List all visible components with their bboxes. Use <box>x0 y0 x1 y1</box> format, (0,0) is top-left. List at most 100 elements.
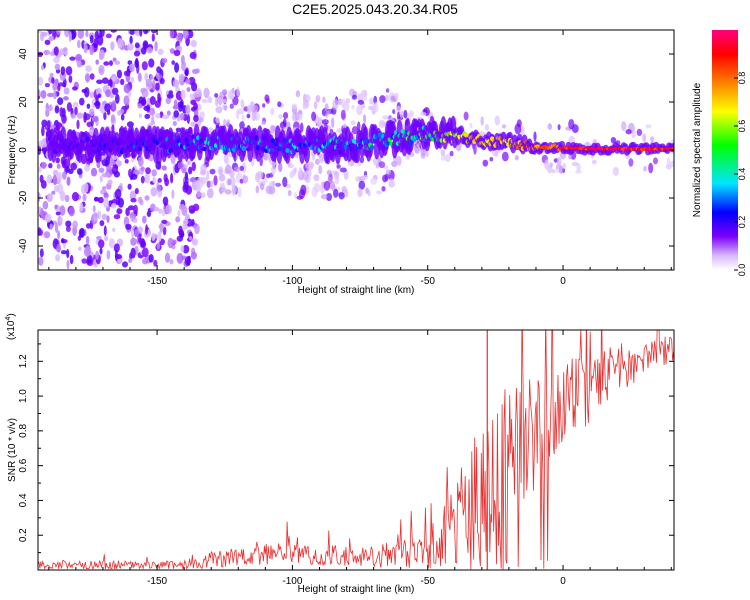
x-tick-label: -150 <box>147 576 167 587</box>
spectrogram-blob <box>179 112 185 121</box>
spectrogram-blob <box>47 120 51 130</box>
spectrogram-blob <box>166 110 171 116</box>
spectrogram-blob <box>92 211 99 221</box>
spectrogram-blob <box>105 33 112 39</box>
chart-title: C2E5.2025.043.20.34.R05 <box>292 1 458 17</box>
spectrogram-blob <box>370 177 378 185</box>
spectrogram-blob <box>149 107 156 116</box>
spectrogram-blob <box>140 166 145 171</box>
spectrogram-blob <box>186 87 191 92</box>
spectrogram-blob <box>105 89 111 98</box>
spectrogram-blob <box>112 57 117 62</box>
colorbar-tick-label: 0.0 <box>737 264 747 277</box>
spectrogram-blob <box>127 205 135 211</box>
spectrogram-blob <box>55 211 61 216</box>
spectrogram-blob <box>388 178 395 188</box>
spectrogram-blob <box>198 91 202 98</box>
spectrogram-blob <box>178 204 186 211</box>
spectrogram-blob <box>229 103 234 109</box>
spectrogram-blob <box>40 207 44 218</box>
spectrogram-blob <box>39 248 44 258</box>
spectrogram-blob <box>76 112 84 119</box>
spectrogram-blob <box>61 114 67 124</box>
spectrogram-blob <box>142 90 149 98</box>
spectrogram-blob <box>69 254 74 265</box>
spectrogram-blob <box>176 24 181 28</box>
spectrogram-blob <box>187 160 191 165</box>
spectrogram-blob <box>52 90 57 100</box>
spectrogram-blob <box>123 70 129 76</box>
spectrogram-blob <box>226 178 230 186</box>
spectrogram-blob <box>120 30 123 31</box>
spectrogram-blob <box>46 174 53 184</box>
spectrogram-blob <box>360 89 368 98</box>
spectrogram-blob <box>177 101 184 108</box>
spectrogram-blob <box>190 251 197 260</box>
spectrogram-blob <box>64 51 69 57</box>
spectrogram-blob <box>65 220 72 228</box>
spectrogram-blob <box>381 121 388 127</box>
spectrogram-blob <box>169 30 175 39</box>
spectrogram-blob <box>103 111 107 120</box>
spectrogram-blob <box>103 225 107 236</box>
spectrogram-blob <box>218 97 223 107</box>
spectrogram-blob <box>176 235 183 242</box>
spectrogram-blob <box>120 78 125 86</box>
spectrogram-blob <box>103 61 110 66</box>
spectrogram-blob <box>133 204 138 215</box>
spectrogram-blob <box>295 90 301 98</box>
spectrogram-blob <box>199 117 204 123</box>
y-tick-label: 0.4 <box>18 493 29 507</box>
spectrogram-blob <box>74 107 78 116</box>
spectrogram-blob <box>313 174 320 182</box>
spectrogram-blob <box>182 30 189 40</box>
spectrogram-blob <box>610 137 617 144</box>
spectrogram-blob <box>144 113 151 119</box>
spectrogram-blob <box>501 151 509 162</box>
spectrogram-blob <box>128 258 133 263</box>
spectrogram-blob <box>232 96 239 106</box>
spectrogram-blob <box>148 58 155 68</box>
spectrogram-blob <box>111 124 115 133</box>
spectrogram-blob <box>345 98 351 104</box>
spectrogram-blob <box>134 188 139 195</box>
spectrogram-blob <box>265 185 273 195</box>
spectrogram-blob <box>38 256 44 266</box>
snr-scale-base: (x10 <box>6 320 17 340</box>
spectrogram-blob <box>117 38 123 49</box>
spectrogram-blob <box>379 95 386 104</box>
spectrogram-blob <box>113 243 120 253</box>
spectrogram-blob <box>251 114 257 122</box>
spectrogram-blob <box>70 162 77 171</box>
spectrogram-blob <box>138 113 143 118</box>
spectrogram-blob <box>396 111 401 121</box>
spectrogram-blob <box>96 79 103 85</box>
spectrogram-blob <box>568 153 572 160</box>
spectrogram-blob <box>161 208 166 217</box>
spectrogram-blob <box>66 176 71 186</box>
spectrogram-blob <box>112 87 119 95</box>
spectrogram-blob <box>176 32 183 44</box>
spectrogram-blob <box>154 82 160 91</box>
spectrogram-blob <box>137 72 142 83</box>
spectrogram-blob <box>178 73 185 82</box>
spectrogram-blob <box>54 204 58 209</box>
spectrogram-blob <box>111 100 117 112</box>
spectrogram-blob <box>64 30 70 38</box>
spectrogram-blob <box>102 186 107 191</box>
spectrogram-blob <box>76 119 80 130</box>
spectrogram-blob <box>182 223 188 231</box>
spectrogram-blob <box>41 162 47 170</box>
spectrogram-blob <box>237 187 242 198</box>
spectrogram-blob <box>110 30 117 33</box>
spectrogram-blob <box>363 114 367 124</box>
spectrogram-blob <box>180 245 185 253</box>
spectrogram-blob <box>138 237 142 244</box>
spectrogram-blob <box>45 108 49 118</box>
spectrogram-blob <box>110 114 116 124</box>
spectrogram-blob <box>101 213 108 220</box>
spectrogram-blob <box>367 189 371 197</box>
spectrogram-blob <box>300 184 307 196</box>
spectrogram-blob <box>44 83 51 88</box>
spectrogram-blob <box>105 172 111 178</box>
